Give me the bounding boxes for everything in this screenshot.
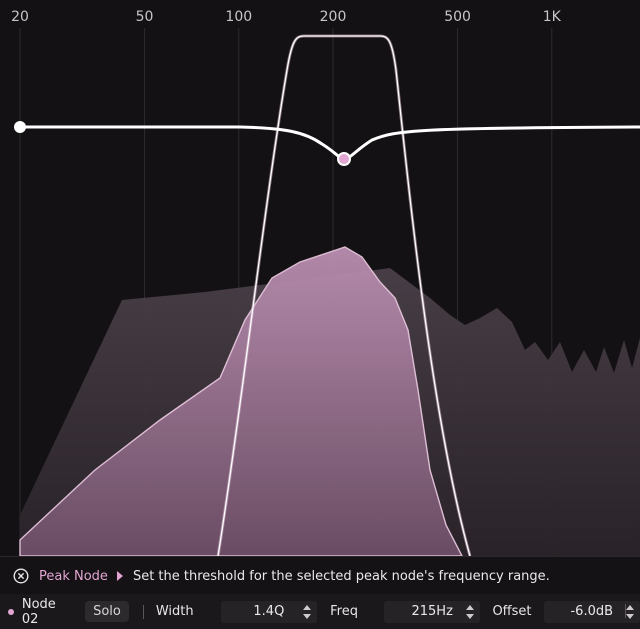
freq-label-100: 100 xyxy=(225,9,252,25)
stepper-arrows-icon[interactable] xyxy=(626,604,635,620)
freq-label-1k: 1K xyxy=(543,9,562,25)
stepper-arrows-icon[interactable] xyxy=(466,604,475,620)
play-icon xyxy=(116,571,123,581)
solo-button[interactable]: Solo xyxy=(85,601,129,622)
node-color-dot xyxy=(8,608,14,615)
info-title: Peak Node xyxy=(39,568,108,584)
width-value: 1.4Q xyxy=(253,604,285,619)
freq-label-500: 500 xyxy=(444,9,471,25)
node-name[interactable]: Node 02 xyxy=(21,596,56,627)
width-stepper[interactable]: 1.4Q xyxy=(220,600,318,623)
offset-label: Offset xyxy=(492,604,532,619)
width-label: Width xyxy=(155,604,194,619)
eq-graph[interactable]: 20 50 100 200 500 1K xyxy=(0,0,640,556)
divider xyxy=(625,604,626,618)
start-node-handle[interactable] xyxy=(14,121,26,133)
divider xyxy=(142,604,144,619)
frequency-labels: 20 50 100 200 500 1K xyxy=(11,9,562,25)
eq-curve[interactable] xyxy=(20,125,640,161)
peak-node-handle[interactable] xyxy=(337,152,351,166)
node-bar: Node 02 Solo Width 1.4Q Freq 215Hz Offse… xyxy=(0,594,640,629)
offset-value: -6.0dB xyxy=(570,604,614,619)
stepper-arrows-icon[interactable] xyxy=(303,604,312,620)
info-bar: Peak Node Set the threshold for the sele… xyxy=(0,556,640,596)
close-circle-icon[interactable] xyxy=(13,568,29,584)
freq-label-20: 20 xyxy=(11,9,29,25)
freq-label: Freq xyxy=(330,604,358,619)
freq-label-50: 50 xyxy=(136,9,154,25)
offset-stepper[interactable]: -6.0dB xyxy=(543,600,640,623)
info-text: Set the threshold for the selected peak … xyxy=(132,568,550,584)
freq-label-200: 200 xyxy=(320,9,347,25)
band-range-outline-inner xyxy=(217,35,471,556)
freq-stepper[interactable]: 215Hz xyxy=(383,600,481,623)
freq-value: 215Hz xyxy=(411,604,453,619)
